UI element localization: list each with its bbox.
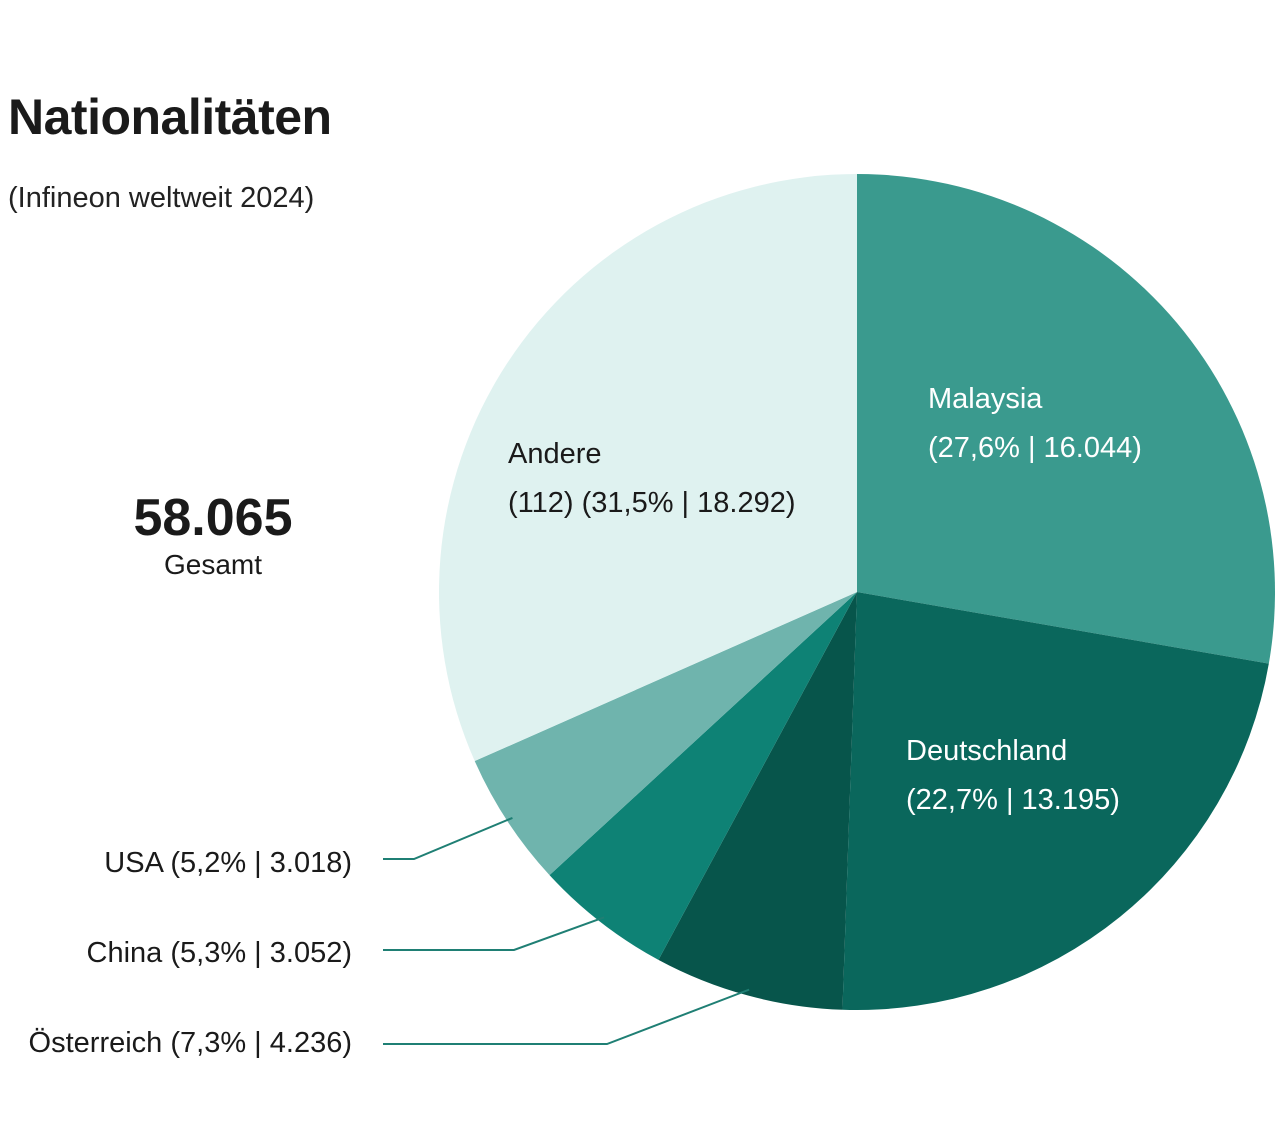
total-block: 58.065 Gesamt: [88, 488, 338, 582]
pie-slice-deutschland: [842, 592, 1269, 1010]
slice-label-osterreich: Österreich (7,3% | 4.236): [29, 1027, 352, 1059]
leader-line-china: [383, 916, 605, 951]
pie-slice-china: [549, 592, 857, 960]
pie-slice-osterreich: [658, 592, 857, 1010]
slice-label-malaysia: Malaysia (27,6% | 16.044): [928, 383, 1142, 464]
slice-label-andere: Andere (112) (31,5% | 18.292): [508, 438, 796, 519]
chart-subtitle: (Infineon weltweit 2024): [8, 182, 315, 214]
total-label: Gesamt: [163, 549, 263, 580]
pie-slice-usa: [474, 592, 857, 876]
leader-line-osterreich: [383, 988, 750, 1045]
total-value: 58.065: [133, 489, 293, 547]
leader-line-usa: [383, 816, 513, 860]
pie-slice-andere: [439, 174, 857, 762]
slice-label-china: China (5,3% | 3.052): [87, 937, 352, 969]
chart-title: Nationalitäten: [8, 89, 332, 145]
pie-slice-malaysia: [857, 174, 1275, 664]
slice-label-usa: USA (5,2% | 3.018): [104, 847, 352, 879]
slice-label-deutschland: Deutschland (22,7% | 13.195): [906, 735, 1120, 816]
